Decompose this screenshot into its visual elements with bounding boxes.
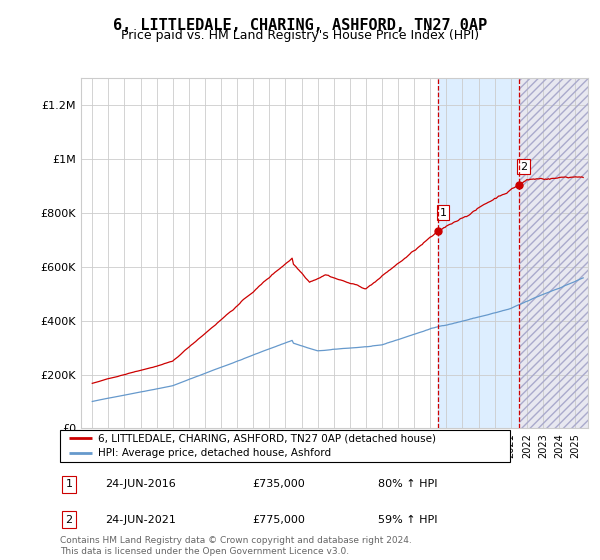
- FancyBboxPatch shape: [60, 430, 510, 462]
- Text: 6, LITTLEDALE, CHARING, ASHFORD, TN27 0AP: 6, LITTLEDALE, CHARING, ASHFORD, TN27 0A…: [113, 18, 487, 33]
- Text: 24-JUN-2016: 24-JUN-2016: [105, 479, 176, 489]
- Bar: [519, 78, 591, 428]
- Text: 1: 1: [440, 208, 446, 217]
- Bar: [519, 78, 591, 428]
- Text: 6, LITTLEDALE, CHARING, ASHFORD, TN27 0AP (detached house): 6, LITTLEDALE, CHARING, ASHFORD, TN27 0A…: [98, 433, 436, 444]
- Text: £775,000: £775,000: [252, 515, 305, 525]
- Bar: [439, 78, 519, 428]
- Text: 59% ↑ HPI: 59% ↑ HPI: [378, 515, 437, 525]
- Text: 1: 1: [65, 479, 73, 489]
- Text: 2: 2: [520, 161, 527, 171]
- Text: 2: 2: [65, 515, 73, 525]
- Text: HPI: Average price, detached house, Ashford: HPI: Average price, detached house, Ashf…: [98, 448, 331, 458]
- Text: 24-JUN-2021: 24-JUN-2021: [105, 515, 176, 525]
- Text: £735,000: £735,000: [252, 479, 305, 489]
- Text: Price paid vs. HM Land Registry's House Price Index (HPI): Price paid vs. HM Land Registry's House …: [121, 29, 479, 42]
- Text: Contains HM Land Registry data © Crown copyright and database right 2024.
This d: Contains HM Land Registry data © Crown c…: [60, 536, 412, 556]
- Text: 80% ↑ HPI: 80% ↑ HPI: [378, 479, 437, 489]
